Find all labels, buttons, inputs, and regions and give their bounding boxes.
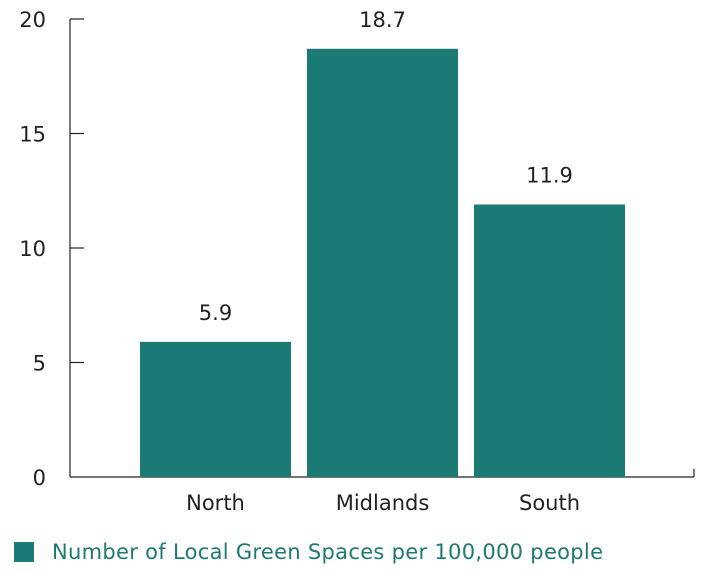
- data-label: 11.9: [526, 163, 573, 187]
- data-label: 18.7: [359, 8, 406, 32]
- bar-north: [140, 341, 291, 477]
- y-tick-label: 20: [19, 8, 46, 32]
- y-tick-label: 10: [19, 237, 46, 261]
- legend: Number of Local Green Spaces per 100,000…: [14, 540, 603, 564]
- y-tick-label: 0: [33, 466, 46, 490]
- y-tick-label: 5: [33, 352, 46, 376]
- legend-label: Number of Local Green Spaces per 100,000…: [52, 540, 604, 564]
- x-tick-label: South: [519, 491, 580, 515]
- bar-midlands: [307, 48, 458, 478]
- y-axis: 0 5 10 15 20: [19, 8, 84, 490]
- bar-south: [474, 204, 625, 478]
- x-tick-label: Midlands: [336, 491, 430, 515]
- data-labels: 5.9 18.7 11.9: [199, 8, 573, 325]
- legend-swatch: [14, 542, 34, 562]
- bars: [140, 48, 625, 478]
- data-label: 5.9: [199, 301, 232, 325]
- bar-chart: 0 5 10 15 20 North Midlands South 5.9 18.7 11.9: [19, 8, 695, 515]
- x-tick-label: North: [186, 491, 245, 515]
- y-tick-label: 15: [19, 123, 46, 147]
